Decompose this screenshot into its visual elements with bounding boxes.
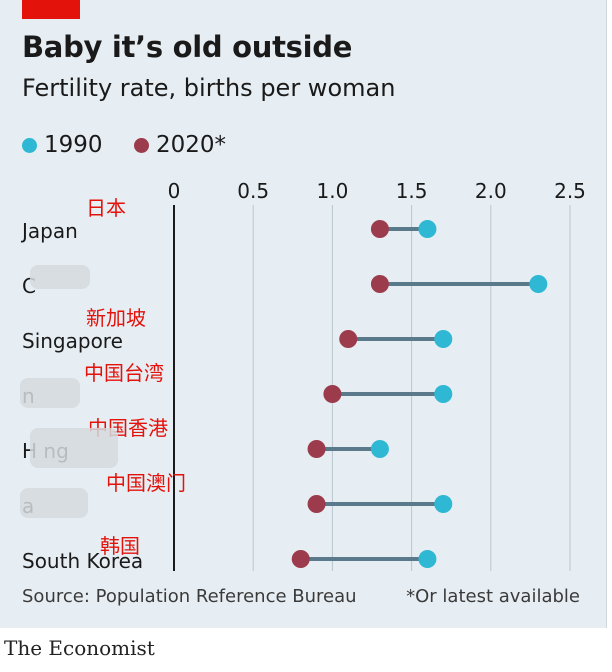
redaction-blur — [30, 265, 90, 289]
x-tick-label: 0.5 — [237, 179, 269, 203]
category-label: South Korea — [22, 549, 143, 573]
point-2020 — [307, 495, 326, 513]
redaction-blur — [20, 378, 80, 408]
x-tick-label: 2.0 — [475, 179, 507, 203]
annotation-label: 中国澳门 — [106, 471, 186, 495]
x-tick-label: 2.5 — [554, 179, 586, 203]
point-2020 — [307, 440, 326, 458]
brand-red-tab — [22, 0, 80, 19]
chart-subtitle: Fertility rate, births per woman — [22, 74, 396, 102]
footer-bar: The Economist — [0, 628, 612, 672]
publisher-logo: The Economist — [4, 636, 155, 660]
x-tick-label: 0 — [168, 179, 181, 203]
legend-item-1990: 1990 — [22, 131, 103, 159]
chart-title: Baby it’s old outside — [22, 30, 353, 64]
point-1990 — [434, 330, 453, 348]
x-tick-label: 1.0 — [316, 179, 348, 203]
availability-note: *Or latest available — [406, 586, 580, 607]
category-label: Japan — [20, 219, 78, 243]
point-1990 — [529, 275, 548, 293]
legend-item-2020: 2020* — [134, 131, 226, 159]
redaction-blur — [20, 488, 88, 518]
point-1990 — [434, 385, 453, 403]
point-1990 — [418, 550, 437, 568]
source-note: Source: Population Reference Bureau — [22, 586, 357, 607]
legend-label-2020: 2020* — [156, 132, 227, 158]
point-2020 — [291, 550, 310, 568]
annotation-label: 中国台湾 — [84, 361, 164, 385]
point-2020 — [370, 275, 389, 293]
category-label: Singapore — [22, 329, 123, 353]
dumbbell-chart: 00.51.01.52.02.5Japan日本CSingapore新加坡n中国台… — [20, 179, 586, 573]
point-1990 — [370, 440, 389, 458]
x-tick-label: 1.5 — [396, 179, 428, 203]
legend-swatch-2020 — [134, 137, 149, 153]
point-2020 — [323, 385, 342, 403]
legend-label-1990: 1990 — [44, 132, 103, 158]
legend-swatch-1990 — [22, 137, 37, 153]
annotation-label: 日本 — [86, 196, 126, 220]
redaction-blur — [30, 428, 118, 468]
point-2020 — [370, 220, 389, 238]
chart-card: Baby it’s old outside Fertility rate, bi… — [0, 0, 607, 628]
point-2020 — [339, 330, 358, 348]
annotation-label: 韩国 — [100, 534, 140, 558]
point-1990 — [418, 220, 437, 238]
point-1990 — [434, 495, 453, 513]
annotation-label: 新加坡 — [86, 306, 146, 330]
